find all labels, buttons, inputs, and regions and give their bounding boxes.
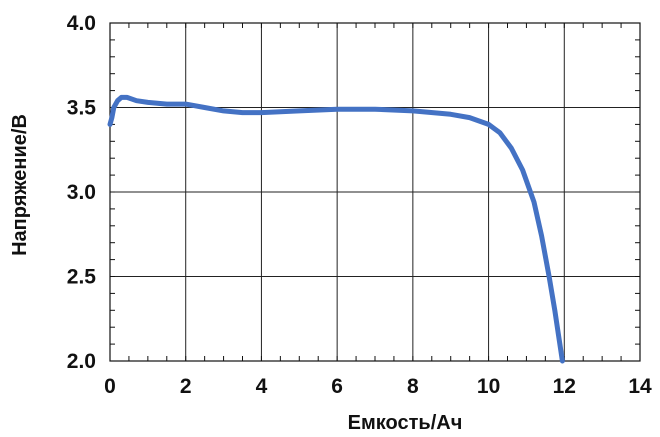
grid-lines [110,23,640,361]
y-axis-title: Напряжение/В [9,114,31,256]
minor-ticks [109,22,641,362]
x-tick-label: 2 [180,375,192,398]
y-tick-label: 3.0 [67,181,96,204]
x-tick-label: 8 [407,375,419,398]
x-tick-label: 12 [553,375,576,398]
series-line [107,94,565,364]
y-tick-labels: 2.0 2.5 3.0 3.5 4.0 [67,12,97,373]
x-tick-label: 14 [628,375,652,398]
x-tick-label: 10 [477,375,500,398]
plot-frame [109,22,641,362]
x-tick-label: 4 [256,375,268,398]
y-tick-label: 4.0 [67,12,96,35]
y-tick-label: 2.0 [67,350,96,373]
x-tick-labels: 0 2 4 6 8 10 12 14 [104,375,652,398]
x-tick-label: 6 [331,375,343,398]
y-tick-label: 2.5 [67,266,97,289]
x-axis-title: Емкость/Ач [348,412,463,434]
data-series [107,94,565,364]
x-tick-label: 0 [104,375,116,398]
y-tick-label: 3.5 [67,97,97,120]
